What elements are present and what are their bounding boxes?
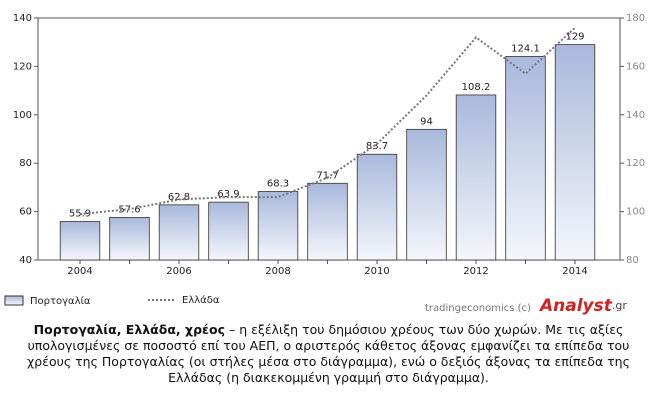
x-tick-label: 2006	[166, 266, 191, 277]
y-tick-label: 120	[13, 61, 32, 72]
legend-swatch-bar	[4, 295, 24, 306]
bar	[505, 56, 546, 261]
y2-tick-label: 140	[626, 110, 645, 121]
logo-main: Analyst	[538, 296, 613, 316]
y-tick-label: 60	[19, 207, 32, 218]
legend-label: Πορτογαλία	[30, 295, 91, 307]
line-series	[79, 26, 576, 216]
bar	[356, 153, 398, 261]
caption-bold: Πορτογαλία, Ελλάδα, χρέος	[33, 322, 225, 337]
y-tick-label: 100	[13, 110, 32, 121]
bar	[158, 204, 200, 261]
x-tick-label: 2004	[67, 266, 92, 277]
value-label: 62.8	[168, 192, 190, 203]
bar	[59, 221, 101, 261]
source: tradingeconomics (c)	[425, 303, 531, 314]
bar	[554, 44, 596, 261]
bar	[257, 191, 299, 261]
y2-tick-label: 180	[626, 13, 645, 24]
chart: Πορτογαλία Ελλάδα tradingeconomics (c) A…	[4, 13, 645, 316]
x-tick-label: 2010	[364, 266, 389, 277]
y-tick-label: 140	[13, 13, 32, 24]
bar	[208, 201, 249, 261]
logo: Analyst.gr	[538, 296, 627, 316]
x-tick-label: 2008	[265, 266, 290, 277]
bar	[307, 182, 348, 261]
x-tick-label: 2012	[463, 266, 488, 277]
logo-suffix: .gr	[612, 299, 627, 312]
y2-tick-label: 80	[626, 255, 639, 266]
y2-tick-label: 160	[626, 61, 645, 72]
x-tick-label: 2014	[562, 266, 587, 277]
legend-label: Ελλάδα	[182, 294, 220, 306]
bar	[406, 128, 447, 261]
bar	[455, 94, 497, 261]
value-label: 83.7	[366, 141, 388, 152]
caption-text: – η εξέλιξη του δημόσιου χρέους των δύο …	[27, 322, 630, 385]
value-label: 71.7	[316, 170, 338, 181]
y2-tick-label: 120	[626, 158, 645, 169]
value-label: 124.1	[511, 43, 540, 54]
value-label: 94	[420, 116, 433, 127]
y-tick-label: 80	[19, 158, 32, 169]
value-label: 68.3	[267, 179, 289, 190]
value-label: 129	[565, 32, 584, 43]
value-label: 108.2	[462, 82, 491, 93]
caption: Πορτογαλία, Ελλάδα, χρέος – η εξέλιξη το…	[6, 322, 651, 386]
value-label: 55.9	[69, 209, 91, 220]
value-label: 63.9	[217, 189, 239, 200]
y2-tick-label: 100	[626, 207, 645, 218]
y-tick-label: 40	[19, 255, 32, 266]
bar	[109, 217, 150, 261]
